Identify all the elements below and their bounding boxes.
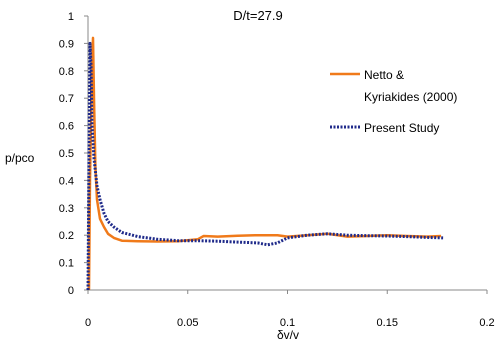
y-tick-label: 0.5 xyxy=(59,148,74,160)
y-tick-label: 1 xyxy=(68,11,74,23)
x-tick-label: 0.15 xyxy=(377,317,398,329)
x-tick-label: 0.1 xyxy=(280,317,295,329)
y-tick-label: 0.8 xyxy=(59,66,74,78)
legend-label-1: Netto & Kyriakides (2000) xyxy=(364,68,457,104)
x-axis-label: δv/v xyxy=(277,328,299,342)
y-ticks: 0 0.1 0.2 0.3 0.4 0.5 0.6 0.7 0.8 0.9 1 xyxy=(59,11,88,297)
y-tick-label: 0.6 xyxy=(59,121,74,133)
y-tick-label: 0.1 xyxy=(59,258,74,270)
axes xyxy=(87,16,487,291)
legend: Netto & Kyriakides (2000) Present Study xyxy=(330,68,457,135)
y-tick-label: 0.9 xyxy=(59,38,74,50)
y-tick-label: 0.7 xyxy=(59,93,74,105)
y-tick-label: 0.4 xyxy=(59,175,74,187)
y-tick-label: 0 xyxy=(68,285,74,297)
y-tick-label: 0.3 xyxy=(59,203,74,215)
x-ticks: 0 0.05 0.1 0.15 0.2 xyxy=(85,290,495,329)
series-line-2 xyxy=(86,41,444,291)
x-tick-label: 0.05 xyxy=(177,317,198,329)
series-layer xyxy=(86,36,444,291)
legend-label-2: Present Study xyxy=(364,121,439,135)
y-axis-label: p/pco xyxy=(5,151,35,165)
chart-title: D/t=27.9 xyxy=(233,8,283,23)
x-tick-label: 0 xyxy=(85,317,91,329)
y-tick-label: 0.2 xyxy=(59,230,74,242)
x-tick-label: 0.2 xyxy=(479,317,494,329)
